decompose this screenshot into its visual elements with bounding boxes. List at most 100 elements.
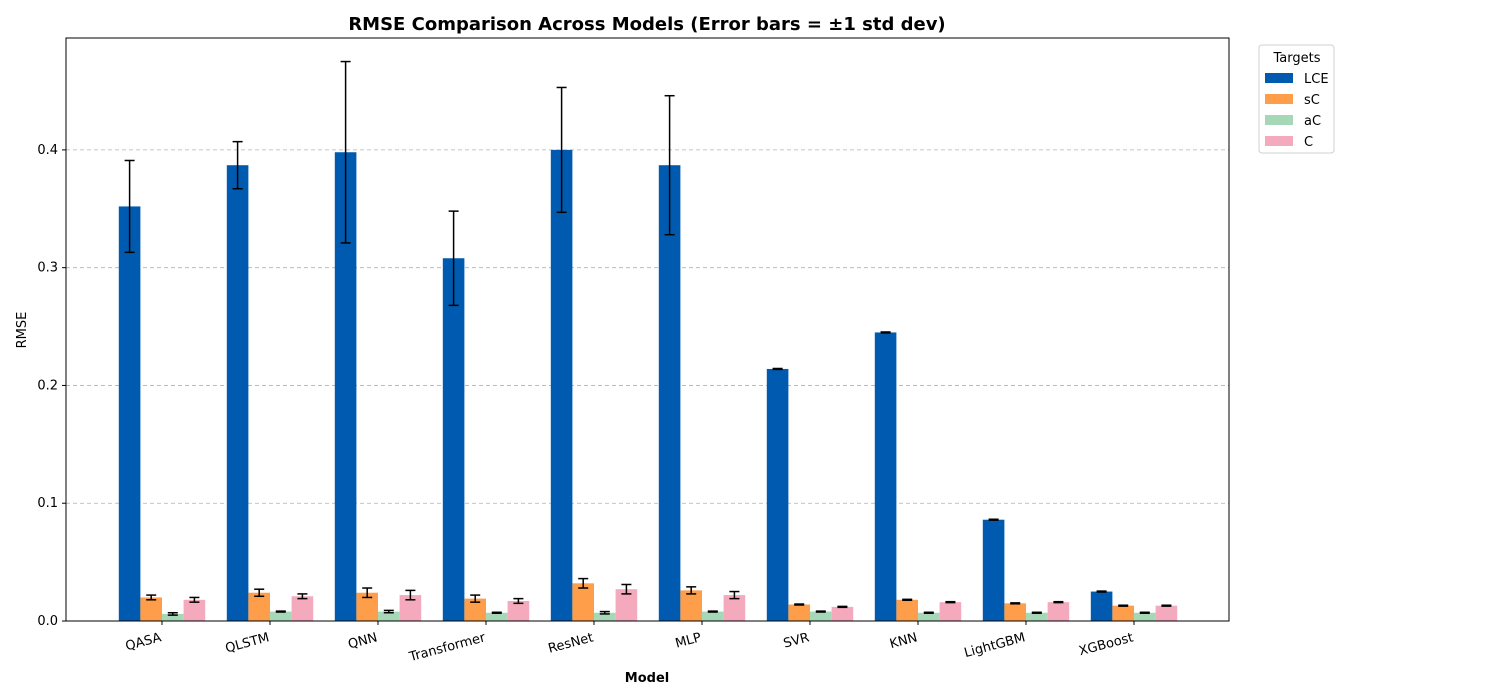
error-bar-ac-knn [923, 611, 934, 614]
error-bar-c-svr [837, 605, 848, 609]
error-bar-sc-lightgbm [1010, 602, 1021, 605]
x-tick-label: QNN [346, 630, 379, 652]
error-bar-ac-qasa [167, 612, 178, 616]
error-bar-ac-transformer [491, 611, 502, 614]
bars-group [118, 149, 1178, 621]
legend-label-lce: LCE [1304, 72, 1329, 87]
bar-ac-xgboost [1134, 612, 1156, 621]
x-tick-label: Transformer [407, 630, 488, 665]
bar-c-knn [939, 602, 962, 621]
bar-lce-xgboost [1090, 591, 1113, 621]
legend-swatch-c [1265, 136, 1293, 146]
legend-swatch-ac [1265, 115, 1293, 125]
bar-c-svr [831, 606, 854, 621]
bar-sc-qnn [356, 592, 378, 621]
bar-c-lightgbm [1047, 602, 1070, 621]
y-axis: 0.0 0.1 0.2 0.3 0.4 [37, 143, 66, 629]
bar-lce-qnn [334, 152, 357, 621]
bar-sc-svr [788, 604, 810, 621]
bar-ac-mlp [702, 611, 724, 621]
legend-label-c: C [1304, 135, 1313, 150]
legend-label-ac: aC [1304, 114, 1321, 129]
x-tick-label: ResNet [547, 630, 595, 656]
bar-c-qlstm [291, 596, 314, 621]
error-bar-ac-resnet [599, 610, 610, 615]
bar-c-qasa [183, 599, 206, 621]
bar-c-resnet [615, 589, 638, 621]
y-tick-label: 0.1 [37, 496, 58, 511]
error-bar-c-mlp [729, 590, 740, 600]
bar-ac-knn [918, 612, 940, 621]
error-bar-c-qlstm [297, 593, 308, 600]
x-axis-label: Model [625, 671, 669, 686]
x-tick-label: SVR [782, 630, 811, 651]
legend-swatch-lce [1265, 73, 1293, 83]
error-bar-sc-qasa [146, 594, 157, 601]
error-bar-ac-mlp [707, 610, 718, 613]
error-bar-c-xgboost [1161, 604, 1172, 607]
error-bar-sc-xgboost [1118, 604, 1129, 607]
bar-lce-resnet [550, 149, 573, 621]
y-tick-label: 0.0 [37, 614, 58, 629]
bar-sc-mlp [680, 590, 702, 621]
bar-lce-qlstm [226, 165, 249, 621]
bar-ac-qasa [162, 613, 184, 621]
y-tick-label: 0.4 [37, 143, 58, 158]
bar-sc-xgboost [1112, 605, 1134, 621]
legend-box [1258, 44, 1335, 154]
error-bar-c-qasa [189, 596, 200, 603]
y-axis-label: RMSE [15, 312, 30, 349]
legend-label-sc: sC [1304, 93, 1320, 108]
bar-c-qnn [399, 595, 422, 621]
bar-sc-resnet [572, 583, 594, 621]
error-bar-sc-qnn [362, 587, 373, 599]
error-bar-lce-qasa [124, 159, 135, 254]
error-bar-lce-mlp [664, 94, 675, 236]
x-tick-label: MLP [674, 630, 703, 651]
error-bar-c-resnet [621, 583, 632, 595]
grid-lines [66, 149, 1229, 504]
x-tick-label: KNN [888, 630, 919, 652]
error-bar-c-qnn [405, 589, 416, 601]
chart-title: RMSE Comparison Across Models (Error bar… [348, 14, 945, 35]
x-tick-label: LightGBM [963, 630, 1027, 661]
error-bar-lce-knn [880, 331, 891, 334]
error-bar-sc-resnet [578, 577, 589, 589]
error-bar-lce-qnn [340, 60, 351, 244]
error-bar-lce-resnet [556, 86, 567, 214]
bar-lce-svr [766, 368, 789, 621]
error-bar-ac-qlstm [275, 610, 286, 613]
error-bar-sc-mlp [686, 586, 697, 595]
error-bar-sc-svr [794, 603, 805, 606]
bar-sc-knn [896, 599, 918, 621]
y-tick-label: 0.2 [37, 378, 58, 393]
bar-c-xgboost [1155, 605, 1178, 621]
bar-sc-transformer [464, 598, 486, 621]
bar-ac-qlstm [270, 611, 292, 621]
error-bar-ac-xgboost [1139, 611, 1150, 614]
x-tick-label: XGBoost [1077, 630, 1135, 659]
bar-lce-mlp [658, 165, 681, 621]
bar-sc-qasa [140, 597, 162, 621]
legend-title: Targets [1273, 51, 1321, 66]
bar-ac-lightgbm [1026, 612, 1048, 621]
legend-swatch-sc [1265, 94, 1293, 104]
bar-ac-qnn [378, 611, 400, 621]
x-tick-label: QASA [124, 630, 163, 654]
x-tick-label: QLSTM [224, 630, 271, 656]
error-bar-lce-svr [772, 367, 783, 371]
bar-c-transformer [507, 600, 530, 621]
error-bar-c-knn [945, 600, 956, 604]
error-bar-sc-qlstm [254, 588, 265, 598]
bar-ac-transformer [486, 612, 508, 621]
error-bar-ac-qnn [383, 609, 394, 614]
bar-sc-qlstm [248, 592, 270, 621]
x-axis: QASA QLSTM QNN Transformer ResNet MLP SVR KNN Li… [124, 621, 1135, 665]
bar-ac-svr [810, 611, 832, 621]
plot-frame [65, 37, 1230, 622]
bar-ac-resnet [594, 612, 616, 621]
bar-lce-transformer [442, 258, 465, 621]
error-bar-lce-qlstm [232, 140, 243, 190]
error-bar-c-lightgbm [1053, 600, 1064, 604]
